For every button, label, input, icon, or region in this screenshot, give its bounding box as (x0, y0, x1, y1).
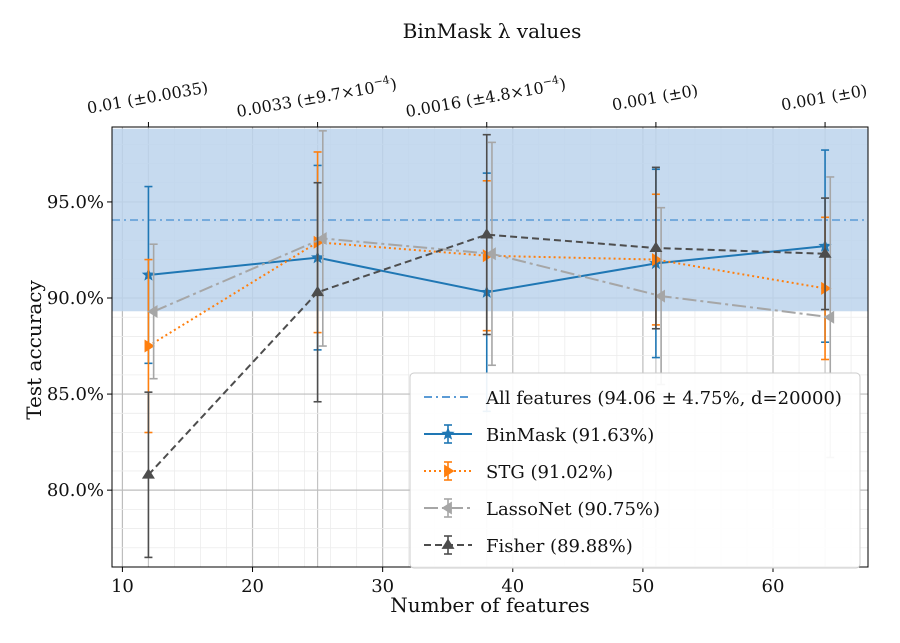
data-point (818, 247, 832, 258)
data-point (480, 228, 494, 239)
legend-box (409, 372, 861, 569)
data-point (147, 304, 158, 318)
data-point (649, 241, 663, 252)
baseline-band-layer (112, 128, 868, 312)
legend-marker (441, 501, 452, 515)
x-tick-label: 20 (241, 576, 264, 597)
top-tick-label: 0.0033 (±9.7×10−4) (235, 72, 399, 121)
top-tick-label: 0.01 (±0.0035) (85, 78, 209, 118)
legend-marker (441, 538, 455, 549)
legend-label: LassoNet (90.75%) (486, 499, 660, 520)
data-point (316, 231, 327, 245)
y-tick-label: 95.0% (47, 192, 104, 213)
series-3 (141, 133, 832, 559)
x-axis-label: Number of features (390, 593, 589, 617)
data-point (652, 253, 663, 267)
legend-label: BinMask (91.63%) (486, 425, 654, 446)
legend-label: STG (91.02%) (486, 462, 613, 483)
y-tick-label: 90.0% (47, 288, 104, 309)
data-point (654, 289, 666, 303)
legend-marker (441, 427, 455, 440)
top-tick-label: 0.0016 (±4.8×10−4) (404, 72, 568, 121)
data-point (485, 247, 496, 261)
x-tick-label: 10 (111, 576, 134, 597)
top-tick-label: 0.001 (±0) (610, 81, 699, 115)
legend-marker (444, 464, 455, 478)
data-point (823, 310, 835, 324)
legend-label: Fisher (89.88%) (486, 536, 633, 557)
y-tick-label: 85.0% (47, 384, 104, 405)
series-2 (147, 130, 835, 459)
x-tick-label: 40 (501, 576, 524, 597)
data-point (141, 468, 155, 479)
data-point (311, 285, 325, 297)
x-tick-label: 50 (631, 576, 654, 597)
top-tick-label: 0.001 (±0) (780, 81, 869, 115)
series-layer (141, 130, 835, 559)
data-point (144, 339, 155, 353)
data-point (821, 281, 832, 295)
chart-title: BinMask λ values (403, 19, 582, 43)
y-axis-label: Test accuracy (22, 280, 46, 420)
data-point (482, 249, 494, 263)
data-point (313, 235, 325, 249)
legend-label: All features (94.06 ± 4.75%, d=20000) (485, 388, 842, 409)
y-tick-label: 80.0% (47, 480, 104, 501)
legend: All features (94.06 ± 4.75%, d=20000) Bin… (409, 372, 861, 569)
series-line (147, 233, 826, 476)
x-tick-label: 60 (762, 576, 785, 597)
x-tick-label: 30 (371, 576, 394, 597)
